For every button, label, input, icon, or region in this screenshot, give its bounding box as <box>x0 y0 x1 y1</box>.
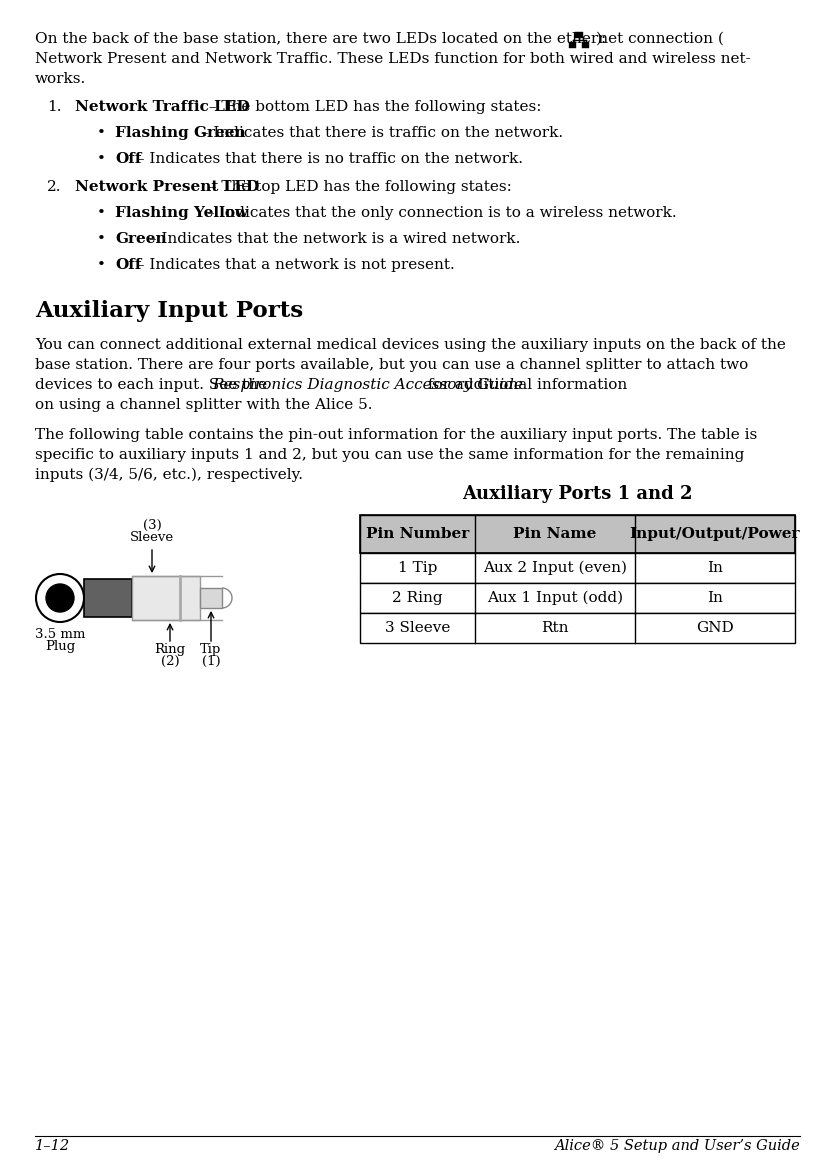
Text: Auxiliary Input Ports: Auxiliary Input Ports <box>35 300 303 322</box>
Text: Flashing Green: Flashing Green <box>115 125 245 139</box>
Text: (1): (1) <box>201 655 220 668</box>
Text: Input/Output/Power: Input/Output/Power <box>630 528 800 541</box>
Text: Green: Green <box>115 232 166 246</box>
Text: •: • <box>97 152 106 166</box>
Text: •: • <box>97 206 106 220</box>
Bar <box>360 553 795 583</box>
Text: Plug: Plug <box>45 640 75 653</box>
Bar <box>200 588 222 608</box>
Text: – Indicates that the only connection is to a wireless network.: – Indicates that the only connection is … <box>202 206 676 220</box>
Text: Sleeve: Sleeve <box>130 531 174 544</box>
Text: devices to each input. See the: devices to each input. See the <box>35 378 272 392</box>
Bar <box>582 42 589 48</box>
Text: Respironics Diagnostic Accessory Guide: Respironics Diagnostic Accessory Guide <box>212 378 523 392</box>
Text: – The top LED has the following states:: – The top LED has the following states: <box>204 180 512 194</box>
Text: 1.: 1. <box>47 100 62 114</box>
Text: You can connect additional external medical devices using the auxiliary inputs o: You can connect additional external medi… <box>35 338 786 352</box>
Text: Alice® 5 Setup and User’s Guide: Alice® 5 Setup and User’s Guide <box>554 1139 800 1153</box>
Text: Pin Number: Pin Number <box>366 528 469 541</box>
Text: 1 Tip: 1 Tip <box>398 561 437 575</box>
Bar <box>360 515 795 553</box>
Bar <box>84 579 132 617</box>
Text: The following table contains the pin-out information for the auxiliary input por: The following table contains the pin-out… <box>35 428 757 442</box>
Bar <box>576 31 583 37</box>
Text: – The bottom LED has the following states:: – The bottom LED has the following state… <box>204 100 542 114</box>
Text: Off: Off <box>115 258 141 272</box>
Text: 2.: 2. <box>47 180 62 194</box>
Text: for additional information: for additional information <box>423 378 627 392</box>
Text: 3.5 mm: 3.5 mm <box>35 627 85 641</box>
Text: works.: works. <box>35 72 87 86</box>
Text: Network Present and Network Traffic. These LEDs function for both wired and wire: Network Present and Network Traffic. The… <box>35 52 750 66</box>
Text: 3 Sleeve: 3 Sleeve <box>385 621 450 634</box>
Text: Pin Name: Pin Name <box>513 528 597 541</box>
Bar <box>360 583 795 614</box>
Text: – Indicates that the network is a wired network.: – Indicates that the network is a wired … <box>144 232 520 246</box>
Text: 1–12: 1–12 <box>35 1139 70 1153</box>
Text: Tip: Tip <box>201 643 221 657</box>
Text: Flashing Yellow: Flashing Yellow <box>115 206 248 220</box>
Text: Auxiliary Ports 1 and 2: Auxiliary Ports 1 and 2 <box>463 485 693 503</box>
Text: On the back of the base station, there are two LEDs located on the ethernet conn: On the back of the base station, there a… <box>35 33 724 46</box>
Text: Ring: Ring <box>155 643 186 657</box>
Bar <box>569 42 577 48</box>
Text: (3): (3) <box>142 519 161 532</box>
Text: In: In <box>707 591 723 605</box>
Text: – Indicates that there is traffic on the network.: – Indicates that there is traffic on the… <box>196 125 563 139</box>
Text: 2 Ring: 2 Ring <box>392 591 443 605</box>
Text: ):: ): <box>596 33 607 46</box>
Text: Network Present LED: Network Present LED <box>75 180 260 194</box>
Text: base station. There are four ports available, but you can use a channel splitter: base station. There are four ports avail… <box>35 358 748 372</box>
Text: Aux 1 Input (odd): Aux 1 Input (odd) <box>487 590 623 605</box>
Text: – Indicates that a network is not present.: – Indicates that a network is not presen… <box>132 258 455 272</box>
Text: •: • <box>97 125 106 139</box>
Text: Off: Off <box>115 152 141 166</box>
Circle shape <box>46 584 74 612</box>
Text: (2): (2) <box>161 655 180 668</box>
Text: Aux 2 Input (even): Aux 2 Input (even) <box>483 561 627 575</box>
Text: Network Traffic LED: Network Traffic LED <box>75 100 250 114</box>
Text: GND: GND <box>696 621 734 634</box>
Text: Rtn: Rtn <box>542 621 569 634</box>
Text: inputs (3/4, 5/6, etc.), respectively.: inputs (3/4, 5/6, etc.), respectively. <box>35 468 303 482</box>
Text: – Indicates that there is no traffic on the network.: – Indicates that there is no traffic on … <box>132 152 523 166</box>
Bar <box>360 515 795 553</box>
Text: In: In <box>707 561 723 575</box>
Text: •: • <box>97 258 106 272</box>
Text: on using a channel splitter with the Alice 5.: on using a channel splitter with the Ali… <box>35 399 373 413</box>
Bar <box>360 614 795 643</box>
Bar <box>132 576 200 621</box>
Text: •: • <box>97 232 106 246</box>
Text: specific to auxiliary inputs 1 and 2, but you can use the same information for t: specific to auxiliary inputs 1 and 2, bu… <box>35 449 745 462</box>
